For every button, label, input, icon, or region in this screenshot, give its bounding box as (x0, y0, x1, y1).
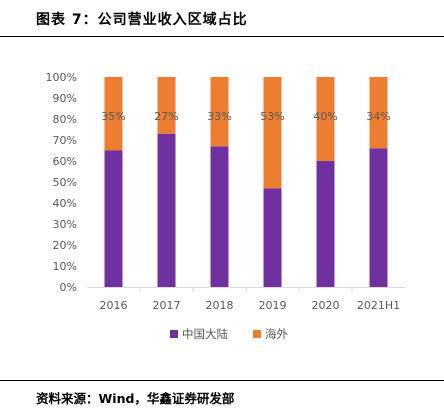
bar-segment-overseas (104, 77, 123, 151)
figure-title: 图表 7：公司营业收入区域占比 (36, 12, 248, 28)
y-tick-label: 20% (53, 239, 77, 252)
stacked-bar-chart: 0% 10% 20% 30% 40% 50% 60% 70% 80% 90% 100% 35% 2016… (46, 71, 405, 341)
top-rule (0, 36, 444, 37)
x-tick-label: 2017 (153, 299, 181, 312)
y-tick-label: 50% (53, 176, 77, 189)
y-tick-label: 80% (53, 113, 77, 126)
data-label: 35% (101, 110, 125, 123)
legend-label: 海外 (265, 327, 288, 341)
y-tick-label: 70% (53, 134, 77, 147)
bar-segment-overseas (263, 77, 282, 189)
y-tick-label: 10% (53, 260, 77, 273)
x-tick-label: 2019 (259, 299, 287, 312)
figure-source: 资料来源：Wind，华鑫证券研发部 (36, 391, 235, 406)
bar-segment-mainland (316, 161, 335, 287)
legend-swatch (253, 330, 261, 338)
data-label: 27% (154, 110, 178, 123)
bar-segment-overseas (316, 77, 335, 161)
x-tick-label: 2016 (100, 299, 128, 312)
bar-segment-mainland (157, 133, 176, 287)
y-tick-label: 100% (46, 71, 77, 84)
bottom-rule (0, 380, 444, 381)
legend-swatch (170, 330, 178, 338)
bar-segment-overseas (157, 77, 176, 134)
y-tick-label: 60% (53, 155, 77, 168)
data-label: 33% (207, 110, 231, 123)
x-tick-label: 2020 (312, 299, 340, 312)
data-label: 34% (366, 110, 390, 123)
bar-segment-mainland (369, 148, 388, 287)
bar-segment-mainland (263, 188, 282, 287)
bar-segment-mainland (210, 146, 229, 287)
bar-segment-overseas (210, 77, 229, 147)
y-tick-label: 40% (53, 197, 77, 210)
x-tick-label: 2018 (206, 299, 234, 312)
data-label: 53% (260, 110, 284, 123)
y-tick-label: 30% (53, 218, 77, 231)
bar-segment-mainland (104, 150, 123, 287)
y-tick-label: 90% (53, 92, 77, 105)
legend-label: 中国大陆 (182, 327, 228, 341)
data-label: 40% (313, 110, 337, 123)
x-tick-label: 2021H1 (357, 299, 400, 312)
bar-segment-overseas (369, 77, 388, 149)
y-tick-label: 0% (60, 281, 77, 294)
